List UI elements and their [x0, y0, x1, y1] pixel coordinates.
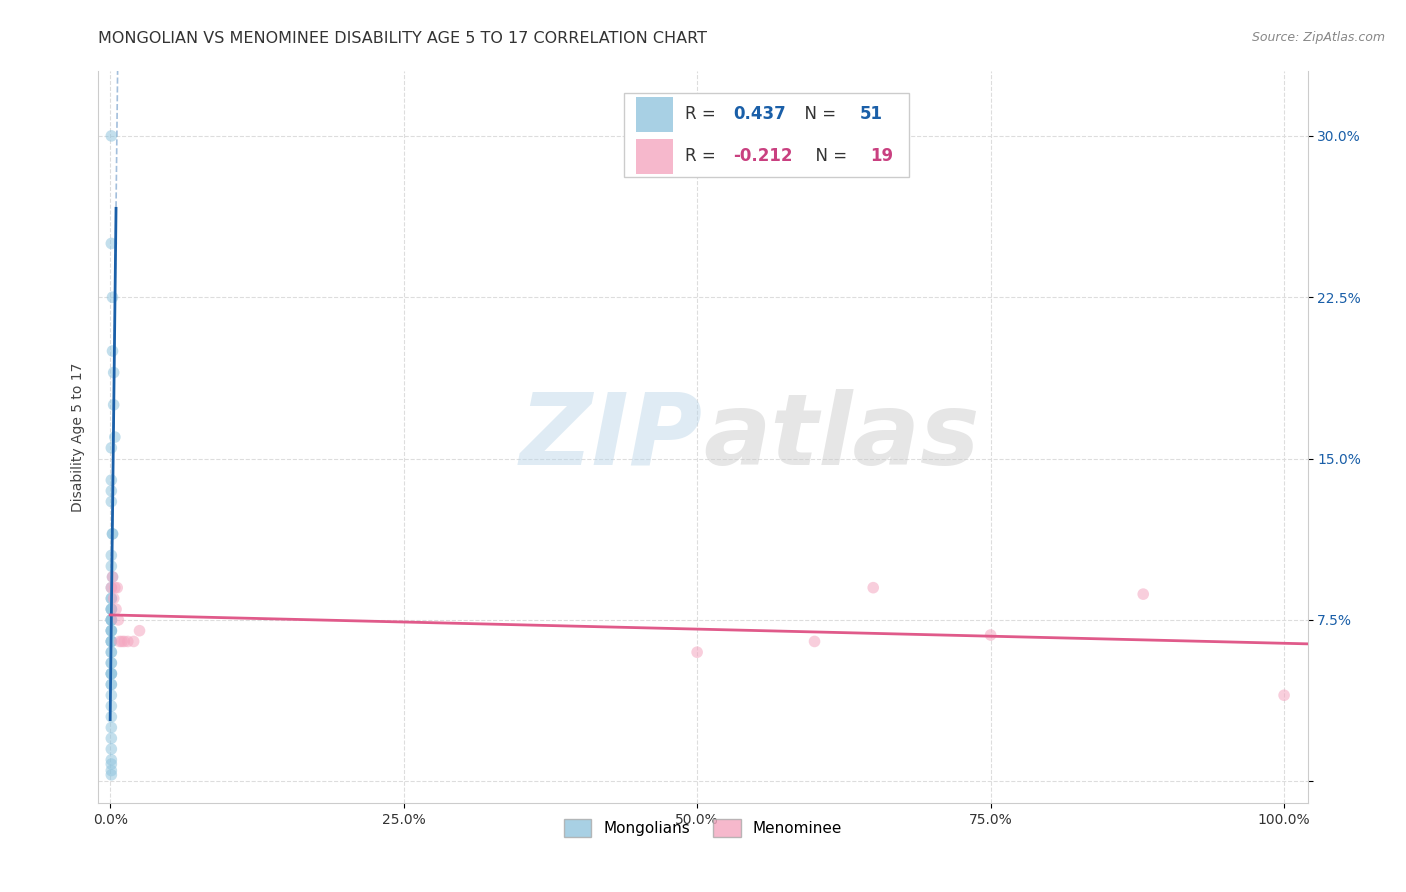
Text: N =: N = — [804, 147, 852, 165]
Point — [1272, 688, 1295, 702]
Point — [128, 624, 150, 638]
Point — [108, 634, 131, 648]
Point — [100, 634, 122, 648]
Point — [100, 624, 122, 638]
Text: -0.212: -0.212 — [734, 147, 793, 165]
Point — [100, 581, 122, 595]
Point — [100, 698, 122, 713]
Point — [100, 613, 122, 627]
Point — [100, 666, 122, 681]
Point — [100, 613, 122, 627]
Point — [101, 344, 124, 359]
Point — [100, 581, 122, 595]
Point — [100, 677, 122, 691]
Point — [100, 666, 122, 681]
Y-axis label: Disability Age 5 to 17: Disability Age 5 to 17 — [70, 362, 84, 512]
Point — [122, 634, 145, 648]
Point — [100, 768, 122, 782]
Point — [100, 236, 122, 251]
Point — [100, 666, 122, 681]
Point — [100, 483, 122, 498]
Point — [862, 581, 884, 595]
Point — [111, 634, 134, 648]
Point — [100, 624, 122, 638]
Bar — [637, 96, 672, 132]
Point — [103, 366, 125, 380]
Text: R =: R = — [685, 105, 721, 123]
Point — [100, 559, 122, 574]
Point — [100, 591, 122, 606]
Point — [100, 441, 122, 455]
Point — [100, 494, 122, 508]
Point — [101, 527, 124, 541]
Point — [100, 710, 122, 724]
Point — [1132, 587, 1154, 601]
Point — [101, 527, 124, 541]
Point — [101, 570, 124, 584]
Point — [100, 128, 122, 143]
Text: atlas: atlas — [703, 389, 980, 485]
Point — [100, 688, 122, 702]
Point — [100, 634, 122, 648]
Text: R =: R = — [685, 147, 721, 165]
Point — [100, 677, 122, 691]
Point — [104, 430, 127, 444]
Text: 51: 51 — [860, 105, 883, 123]
Point — [100, 742, 122, 756]
Point — [100, 656, 122, 670]
Point — [101, 290, 124, 304]
Text: N =: N = — [793, 105, 841, 123]
Point — [103, 398, 125, 412]
Point — [107, 613, 129, 627]
Text: 0.437: 0.437 — [734, 105, 786, 123]
Point — [100, 634, 122, 648]
Point — [100, 764, 122, 778]
Bar — [624, 94, 908, 178]
Text: ZIP: ZIP — [520, 389, 703, 485]
Point — [100, 602, 122, 616]
Point — [105, 581, 128, 595]
Point — [980, 628, 1002, 642]
Bar — [637, 139, 672, 174]
Point — [100, 549, 122, 563]
Point — [105, 602, 128, 616]
Point — [100, 591, 122, 606]
Point — [100, 613, 122, 627]
Point — [100, 473, 122, 487]
Point — [100, 757, 122, 772]
Point — [100, 645, 122, 659]
Point — [100, 721, 122, 735]
Point — [117, 634, 139, 648]
Point — [103, 591, 125, 606]
Point — [100, 613, 122, 627]
Point — [803, 634, 825, 648]
Point — [686, 645, 709, 659]
Text: 19: 19 — [870, 147, 893, 165]
Point — [100, 602, 122, 616]
Text: MONGOLIAN VS MENOMINEE DISABILITY AGE 5 TO 17 CORRELATION CHART: MONGOLIAN VS MENOMINEE DISABILITY AGE 5 … — [98, 31, 707, 46]
Point — [100, 753, 122, 767]
Point — [104, 581, 127, 595]
Legend: Mongolians, Menominee: Mongolians, Menominee — [558, 813, 848, 843]
Point — [100, 624, 122, 638]
Point — [100, 731, 122, 746]
Point — [100, 645, 122, 659]
Point — [100, 656, 122, 670]
Point — [112, 634, 135, 648]
Point — [100, 602, 122, 616]
Text: Source: ZipAtlas.com: Source: ZipAtlas.com — [1251, 31, 1385, 45]
Point — [101, 570, 124, 584]
